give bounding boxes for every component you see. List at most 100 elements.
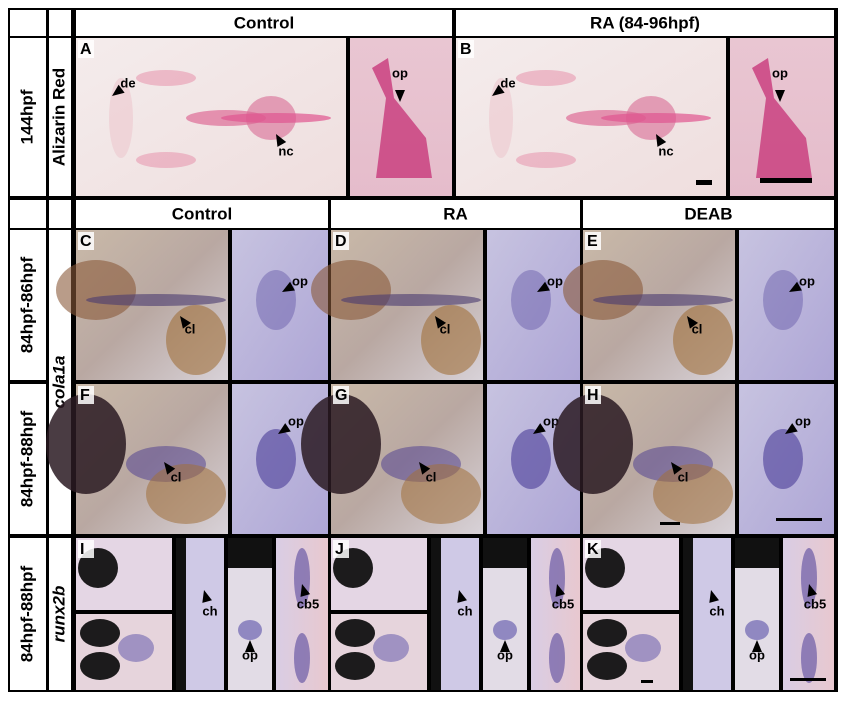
scale-bar (776, 518, 822, 521)
row-label: cola1a (49, 356, 68, 409)
stain (421, 305, 481, 375)
cell (10, 38, 46, 196)
arrowhead (500, 640, 510, 652)
letter-bg (585, 386, 601, 404)
letter-bg (333, 386, 349, 404)
arrowhead (752, 640, 762, 652)
stain (335, 619, 375, 647)
column-header: RA (443, 204, 468, 223)
annotation: nc (278, 143, 293, 158)
stain (511, 270, 551, 330)
arrowhead (537, 281, 550, 292)
annotation: ch (709, 603, 724, 618)
scale-bar (790, 678, 826, 681)
annotation: cb5 (804, 596, 826, 611)
annotation: op (772, 65, 788, 80)
arrowhead (395, 90, 405, 102)
stain (56, 260, 136, 320)
stain (335, 652, 375, 680)
arrowhead (245, 640, 255, 652)
column-header: Control (234, 13, 294, 32)
annotation: ch (457, 603, 472, 618)
arrowhead (492, 84, 505, 96)
stain (763, 270, 803, 330)
annotation: cl (678, 469, 689, 484)
annotation: op (497, 647, 513, 662)
column-header: DEAB (684, 204, 732, 223)
annotation: op (242, 647, 258, 662)
letter-bg (585, 232, 601, 250)
inset (232, 230, 328, 380)
letter-bg (458, 40, 474, 58)
panel-letter: I (80, 541, 84, 558)
stain (401, 464, 481, 524)
stain (489, 78, 513, 158)
cell (456, 10, 834, 36)
row-label: runx2b (49, 586, 68, 643)
inset (739, 230, 834, 380)
annotation: op (288, 413, 304, 428)
arrowhead (709, 590, 719, 603)
cell (49, 10, 71, 36)
arrowhead (282, 281, 295, 292)
stain (256, 429, 296, 489)
annotation: de (120, 75, 135, 90)
stain (587, 652, 627, 680)
stain (373, 634, 409, 662)
arrowhead (300, 584, 311, 597)
stain (563, 260, 643, 320)
cell (10, 10, 46, 36)
arrowhead (457, 590, 467, 603)
arrowhead (278, 423, 291, 434)
stain (80, 652, 120, 680)
arrowhead (687, 316, 699, 329)
row-label: 84hpf-86hpf (17, 256, 36, 353)
scale-bar (660, 522, 680, 525)
arrowhead (533, 423, 546, 434)
stain (625, 634, 661, 662)
shadow (228, 538, 272, 568)
letter-bg (78, 40, 94, 58)
stain (653, 464, 733, 524)
letter-bg (78, 540, 94, 558)
stain (166, 305, 226, 375)
arrowhead (435, 316, 447, 329)
scale-bar (641, 680, 653, 683)
letter-bg (333, 232, 349, 250)
shadow (431, 538, 441, 690)
letter-bg (78, 232, 94, 250)
stain (601, 113, 711, 123)
shadow (483, 538, 527, 568)
panel-letter: G (335, 387, 347, 404)
letter-bg (78, 386, 94, 404)
annotation: op (292, 273, 308, 288)
stain (553, 394, 633, 494)
stain (763, 429, 803, 489)
arrowhead (555, 584, 566, 597)
stain (752, 58, 812, 178)
panel-letter: J (335, 541, 344, 558)
annotation: cl (440, 321, 451, 336)
stain (238, 620, 262, 640)
cell (49, 200, 71, 228)
annotation: de (500, 75, 515, 90)
arrowhead (671, 462, 683, 475)
letter-bg (585, 540, 601, 558)
panel-letter: E (587, 233, 598, 250)
row-label: 84hpf-88hpf (17, 565, 36, 662)
cell (331, 200, 580, 228)
row-label: 84hpf-88hpf (17, 410, 36, 507)
letter-bg (333, 540, 349, 558)
panel-letter: K (587, 541, 599, 558)
panel-letter: F (80, 387, 90, 404)
annotation: cl (692, 321, 703, 336)
stain (146, 464, 226, 524)
annotation: op (543, 413, 559, 428)
panel-letter: B (460, 41, 472, 58)
stain (593, 294, 733, 306)
panel-letter: D (335, 233, 347, 250)
stain (294, 633, 310, 683)
annotation: op (799, 273, 815, 288)
shadow (176, 538, 186, 690)
stain (493, 620, 517, 640)
